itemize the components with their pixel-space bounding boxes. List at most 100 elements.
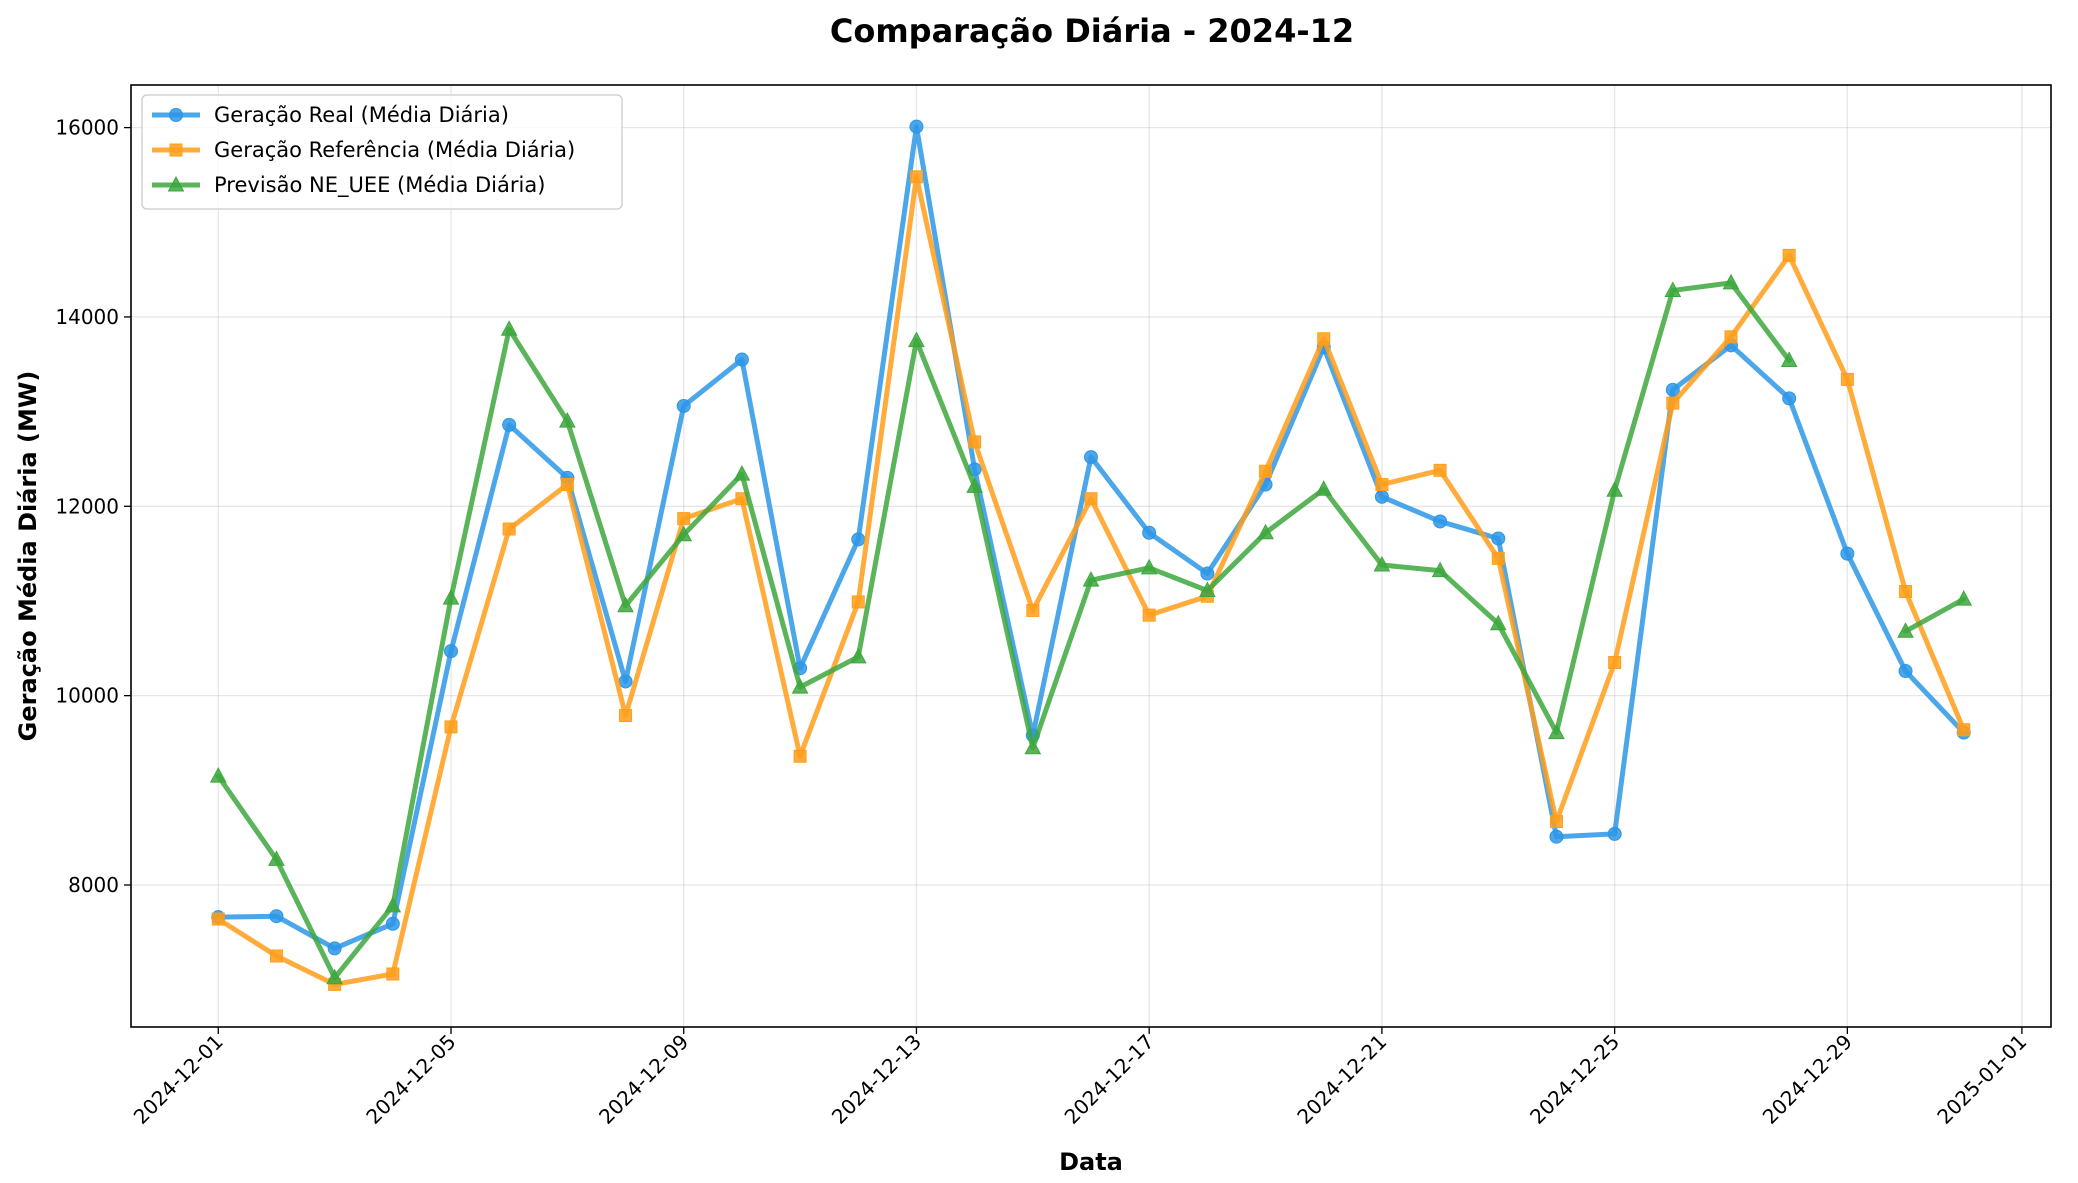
x-tick-label: 2024-12-01 [129,1030,228,1129]
data-point-square [1026,603,1040,617]
data-point-triangle [1199,581,1216,598]
data-point-square [1375,478,1389,492]
legend-label: Previsão NE_UEE (Média Diária) [214,173,545,198]
data-point-square [1549,815,1563,829]
data-point-square [1084,492,1098,506]
x-tick-label: 2024-12-29 [1758,1030,1857,1129]
data-point-triangle [1082,571,1100,587]
data-point-triangle [791,678,809,694]
data-point-circle [1200,566,1215,581]
data-point-circle [1549,829,1564,844]
data-point-triangle [1722,273,1740,290]
data-point-circle [1665,382,1680,397]
data-point-triangle [733,465,751,481]
data-point-triangle [1489,614,1507,631]
x-axis-label: Data [1059,1148,1123,1176]
series-line [1903,596,1967,634]
data-point-triangle [1431,561,1449,578]
data-point-triangle [1606,481,1623,497]
data-point-triangle [559,412,576,428]
data-point-triangle [966,477,983,493]
x-tick-label: 2024-12-17 [1060,1030,1159,1129]
plot-frame [130,84,2052,1028]
data-point-square [619,709,633,723]
data-point-square [560,478,574,492]
data-point-circle [444,644,458,659]
series-layer [209,119,1973,991]
data-point-circle [1607,826,1622,841]
series-line [215,280,1792,981]
data-point-circle [1898,664,1913,679]
data-point-triangle [209,767,227,783]
data-point-square [1142,608,1156,622]
data-point-square [1782,248,1796,262]
data-point-square [793,749,807,763]
data-point-triangle [442,589,460,605]
data-point-triangle [849,647,867,664]
data-point-triangle [1315,480,1333,496]
data-point-square [1433,463,1447,477]
data-point-square [1724,330,1738,344]
x-tick-label: 2025-01-01 [1932,1030,2031,1129]
data-point-circle [1491,531,1506,546]
data-point-square [1608,656,1622,670]
data-point-triangle [617,596,634,613]
legend-marker [169,108,183,122]
data-point-circle [909,119,924,134]
data-point-circle [1084,450,1098,465]
series-line [215,124,1967,951]
data-point-square [909,170,923,184]
data-point-square [1666,396,1680,410]
y-tick-label: 14000 [55,305,119,329]
legend-marker [167,175,185,192]
data-point-square [386,967,400,981]
data-point-triangle [1140,558,1158,575]
data-point-circle [734,352,749,367]
data-point-triangle [384,896,402,913]
legend-box [141,94,623,210]
data-point-triangle [1257,523,1274,540]
data-point-square [968,435,982,449]
data-point-triangle [1548,723,1565,740]
y-tick-label: 10000 [55,684,119,708]
legend-label: Geração Real (Média Diária) [214,103,509,127]
y-tick-label: 16000 [55,116,119,140]
data-point-square [269,949,283,963]
data-point-triangle [1664,281,1682,297]
data-point-square [1317,332,1331,346]
series-2 [211,170,1971,991]
y-tick-label: 12000 [55,494,119,518]
data-point-square [1259,464,1273,478]
data-point-square [444,720,458,734]
data-point-square [502,522,516,536]
data-point-triangle [1955,590,1973,606]
data-point-square [1957,723,1971,737]
data-point-circle [1433,514,1448,529]
legend-marker [169,143,183,157]
data-point-triangle [675,525,693,542]
data-point-circle [851,532,866,547]
data-point-triangle [1373,555,1391,572]
x-tick-label: 2024-12-09 [594,1030,693,1129]
series-3 [209,273,1973,985]
data-point-circle [385,916,400,931]
data-point-square [1491,551,1505,565]
x-tick-label: 2024-12-05 [361,1030,460,1129]
data-point-triangle [500,320,518,336]
data-point-triangle [1024,738,1042,755]
x-tick-label: 2024-12-21 [1292,1030,1391,1129]
data-point-triangle [908,331,925,348]
data-point-square [677,512,691,526]
data-point-circle [502,417,517,432]
y-axis-label: Geração Média Diária (MW) [14,371,42,742]
data-point-circle [1840,546,1855,561]
y-tick-label: 8000 [68,873,119,897]
grid [131,85,2051,1027]
data-point-circle [1374,489,1389,504]
data-point-circle [327,941,342,956]
series-1 [211,119,1971,956]
chart-title: Comparação Diária - 2024-12 [830,12,1354,50]
data-point-square [851,595,865,609]
